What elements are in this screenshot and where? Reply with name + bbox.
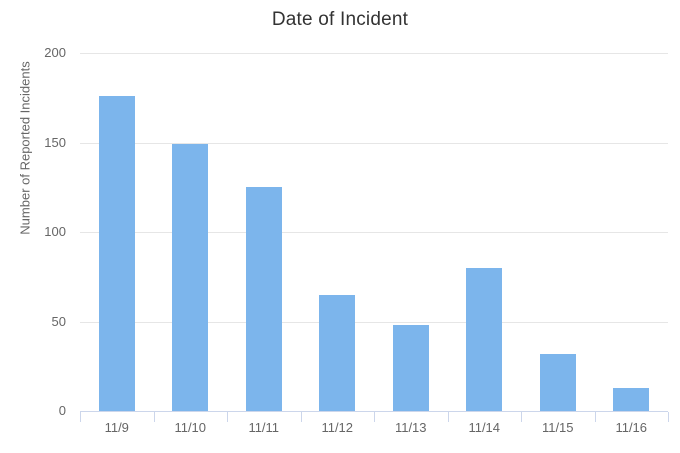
bar-11-11[interactable] <box>246 187 282 411</box>
gridline <box>80 232 668 233</box>
plot-area <box>80 53 668 412</box>
y-tick-label: 150 <box>44 135 66 150</box>
bar-11-15[interactable] <box>540 354 576 411</box>
y-tick-label: 50 <box>51 314 66 329</box>
bar-11-13[interactable] <box>393 325 429 411</box>
x-tick-label: 11/12 <box>321 420 354 435</box>
bar-11-14[interactable] <box>466 268 502 411</box>
axis-tick <box>80 412 81 422</box>
axis-tick <box>668 412 669 422</box>
axis-tick <box>448 412 449 422</box>
x-tick-label: 11/10 <box>174 420 207 435</box>
x-tick-label: 11/9 <box>104 420 129 435</box>
x-tick-label: 11/16 <box>615 420 648 435</box>
gridline <box>80 322 668 323</box>
axis-tick <box>521 412 522 422</box>
y-tick-label: 100 <box>44 224 66 239</box>
y-tick-label: 200 <box>44 45 66 60</box>
x-axis-labels: 11/9 11/10 11/11 11/12 11/13 11/14 11/15 11/16 <box>80 420 668 436</box>
bar-11-10[interactable] <box>172 144 208 411</box>
x-tick-label: 11/15 <box>541 420 574 435</box>
axis-tick <box>374 412 375 422</box>
y-tick-label: 0 <box>58 403 66 418</box>
gridline <box>80 53 668 54</box>
x-tick-label: 11/13 <box>394 420 427 435</box>
axis-tick <box>227 412 228 422</box>
bar-11-9[interactable] <box>99 96 135 411</box>
bar-11-16[interactable] <box>613 388 649 411</box>
axis-tick <box>301 412 302 422</box>
x-tick-label: 11/11 <box>248 420 280 435</box>
chart-title: Date of Incident <box>271 9 409 30</box>
bar-11-12[interactable] <box>319 295 355 411</box>
axis-tick <box>595 412 596 422</box>
axis-tick <box>154 412 155 422</box>
gridline <box>80 143 668 144</box>
x-tick-label: 11/14 <box>468 420 501 435</box>
